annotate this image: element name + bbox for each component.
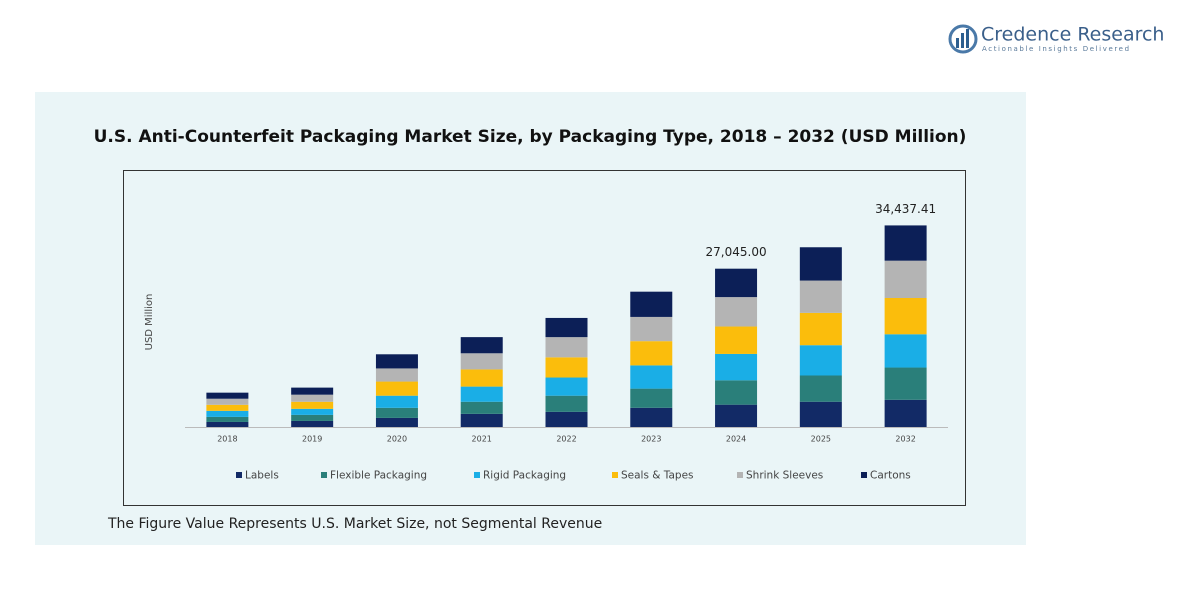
bar-segment [884,399,927,427]
bar-segment [291,414,334,421]
bar-segment [545,395,588,412]
bar-segment [884,225,927,261]
bar-segment [291,408,334,415]
bar-segment [799,247,842,281]
bar-segment [460,337,503,354]
bar-segment [291,387,334,395]
bar-segment [715,404,758,427]
bar-segment [630,341,673,366]
bar-segment [375,354,418,369]
legend-swatch [474,472,480,478]
bar-segment [715,326,758,354]
bar-segment [630,291,673,317]
legend-label: Labels [245,470,279,482]
bar-segment [375,368,418,382]
bar-segment [715,297,758,327]
legend-label: Flexible Packaging [330,470,427,482]
bar-segment [206,404,249,411]
bar-segment [799,312,842,346]
x-tick-label: 2024 [726,435,746,444]
bar-segment [206,410,249,417]
bar-segment [460,369,503,387]
bar-segment [375,395,418,408]
bar-segment [206,421,249,427]
bar-segment [291,394,334,402]
total-label: 27,045.00 [706,245,767,259]
bar-segment [460,401,503,414]
bar-segment [630,388,673,408]
bar-segment [715,353,758,381]
legend-label: Seals & Tapes [621,470,694,482]
x-tick-label: 2018 [217,435,237,444]
bar-segment [460,413,503,427]
bar-segment [630,365,673,389]
bar-segment [375,417,418,427]
bar-segment [799,345,842,376]
bar-segment [545,337,588,358]
bar-segment [884,367,927,400]
bar-segment [884,334,927,368]
x-tick-label: 2022 [556,435,576,444]
bar-segment [630,316,673,342]
bar-segment [630,407,673,427]
bar-segment [291,401,334,409]
total-label: 34,437.41 [875,202,936,216]
x-tick-label: 2032 [895,435,915,444]
legend-swatch [236,472,242,478]
legend-swatch [612,472,618,478]
legend-label: Rigid Packaging [483,470,566,482]
bar-segment [460,386,503,402]
y-axis-label: USD Million [144,294,155,351]
bar-segment [884,297,927,335]
x-tick-label: 2023 [641,435,661,444]
brand-tagline: Actionable Insights Delivered [982,45,1131,53]
bar-segment [545,357,588,378]
legend-swatch [321,472,327,478]
bar-segment [799,375,842,402]
bar-segment [799,280,842,313]
logo-icon [948,24,978,54]
x-tick-label: 2025 [811,435,831,444]
bar-segment [715,380,758,405]
bar-segment [375,381,418,396]
chart-title: U.S. Anti-Counterfeit Packaging Market S… [94,127,967,147]
bar-segment [545,317,588,338]
x-tick-label: 2021 [472,435,492,444]
bar-segment [884,260,927,298]
bar-segment [799,401,842,427]
bar-segment [545,377,588,396]
legend-swatch [737,472,743,478]
legend-swatch [861,472,867,478]
bar-segment [206,416,249,422]
x-tick-label: 2019 [302,435,322,444]
footnote: The Figure Value Represents U.S. Market … [107,516,602,532]
brand-name: Credence Research [981,24,1164,46]
legend-label: Cartons [870,470,911,482]
bar-segment [291,420,334,427]
panel [35,92,1026,545]
bar-segment [206,398,249,405]
chart-frame [123,170,966,506]
legend-label: Shrink Sleeves [746,470,823,482]
bar-segment [375,407,418,418]
bar-segment [715,268,758,298]
bar-segment [460,353,503,370]
bar-segment [545,411,588,427]
x-tick-label: 2020 [387,435,407,444]
bar-segment [206,392,249,399]
